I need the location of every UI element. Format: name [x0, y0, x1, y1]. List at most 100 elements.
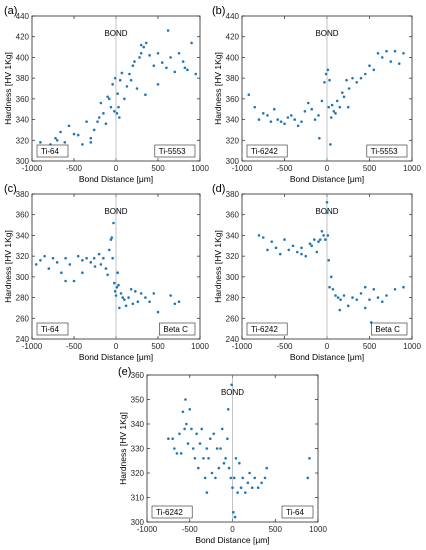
right-material-box	[281, 505, 314, 519]
data-point	[393, 49, 397, 53]
data-point	[107, 97, 111, 101]
data-point	[222, 461, 226, 465]
y-tick-label: 360	[226, 211, 240, 220]
data-point	[328, 78, 331, 82]
data-point	[120, 71, 124, 75]
right-material-label: Ti-64	[286, 508, 304, 517]
data-point	[315, 250, 319, 254]
data-point	[293, 118, 297, 121]
data-point	[274, 246, 278, 250]
data-point	[115, 285, 119, 289]
data-point	[181, 410, 185, 414]
chart-panel-3: (c) -1000 -500 0 500 1000 240 260 280 300 320 340 36…	[3, 183, 209, 362]
data-point	[317, 240, 320, 243]
data-point	[173, 70, 177, 74]
data-point	[320, 229, 324, 233]
data-point	[385, 49, 388, 53]
data-point	[326, 68, 330, 72]
data-point	[332, 109, 336, 113]
y-tick-label: 440	[16, 12, 30, 21]
y-tick-label: 300	[16, 157, 30, 166]
data-point	[256, 486, 260, 490]
data-point	[368, 298, 371, 301]
data-point	[178, 432, 181, 436]
data-point	[144, 93, 147, 97]
data-point	[129, 287, 133, 291]
data-point	[76, 254, 80, 258]
data-point	[106, 273, 109, 277]
bond-label: BOND	[221, 388, 244, 397]
right-material-box	[371, 322, 408, 336]
y-tick-label: 300	[16, 273, 30, 282]
data-point	[279, 120, 283, 123]
x-tick-label: -1000	[232, 342, 253, 351]
y-tick-label: 280	[16, 294, 30, 303]
data-point	[173, 302, 177, 306]
data-point	[144, 296, 147, 299]
data-point	[133, 60, 136, 63]
data-point	[230, 383, 233, 387]
panel-label: (d)	[212, 183, 225, 195]
y-axis-label: Hardness [HV 1Kg]	[213, 52, 223, 125]
data-point	[380, 300, 384, 304]
data-point	[198, 442, 202, 445]
data-point	[111, 83, 114, 86]
data-point	[186, 442, 190, 445]
data-point	[231, 486, 234, 490]
panel-label: (a)	[4, 5, 17, 17]
data-point	[295, 250, 299, 254]
data-point	[76, 133, 80, 137]
y-axis-label: Hardness [HV 1Kg]	[118, 412, 128, 485]
data-point	[106, 95, 109, 99]
data-point	[351, 76, 354, 80]
x-tick-label: -1000	[137, 525, 158, 534]
y-tick-label: 320	[16, 252, 30, 261]
data-point	[72, 279, 76, 283]
data-point	[336, 296, 340, 299]
data-point	[306, 476, 310, 480]
data-point	[43, 254, 46, 258]
data-point	[197, 466, 200, 470]
data-point	[139, 51, 143, 55]
data-point	[125, 85, 129, 88]
data-point	[283, 238, 286, 241]
data-point	[113, 290, 117, 293]
data-point	[265, 466, 269, 470]
x-tick-label: 1000	[309, 525, 327, 534]
data-point	[124, 304, 128, 308]
x-tick-label: 1000	[191, 342, 209, 351]
data-point	[313, 118, 317, 121]
data-point	[208, 437, 212, 441]
left-material-box	[36, 322, 69, 336]
panel-label: (b)	[212, 5, 225, 17]
data-point	[85, 256, 88, 260]
x-tick-label: -500	[182, 525, 199, 534]
data-point	[328, 285, 331, 289]
data-point	[156, 310, 160, 314]
data-point	[81, 143, 84, 146]
data-point	[181, 60, 185, 63]
data-point	[202, 457, 205, 460]
data-point	[266, 248, 269, 252]
data-point	[226, 437, 229, 441]
data-point	[257, 234, 261, 237]
data-point	[193, 457, 197, 460]
data-point	[241, 476, 245, 480]
data-point	[166, 29, 170, 32]
data-point	[232, 510, 235, 514]
data-point	[244, 491, 247, 494]
bond-label: BOND	[315, 29, 338, 38]
data-point	[291, 244, 295, 248]
data-point	[185, 422, 188, 426]
data-point	[355, 80, 359, 84]
data-point	[81, 271, 84, 275]
data-point	[304, 254, 308, 258]
data-point	[239, 486, 243, 490]
data-point	[248, 471, 251, 475]
y-tick-label: 380	[226, 74, 240, 83]
data-point	[355, 298, 359, 301]
data-point	[54, 136, 57, 140]
y-tick-label: 400	[226, 53, 240, 62]
data-point	[300, 246, 303, 250]
data-point	[389, 60, 393, 63]
